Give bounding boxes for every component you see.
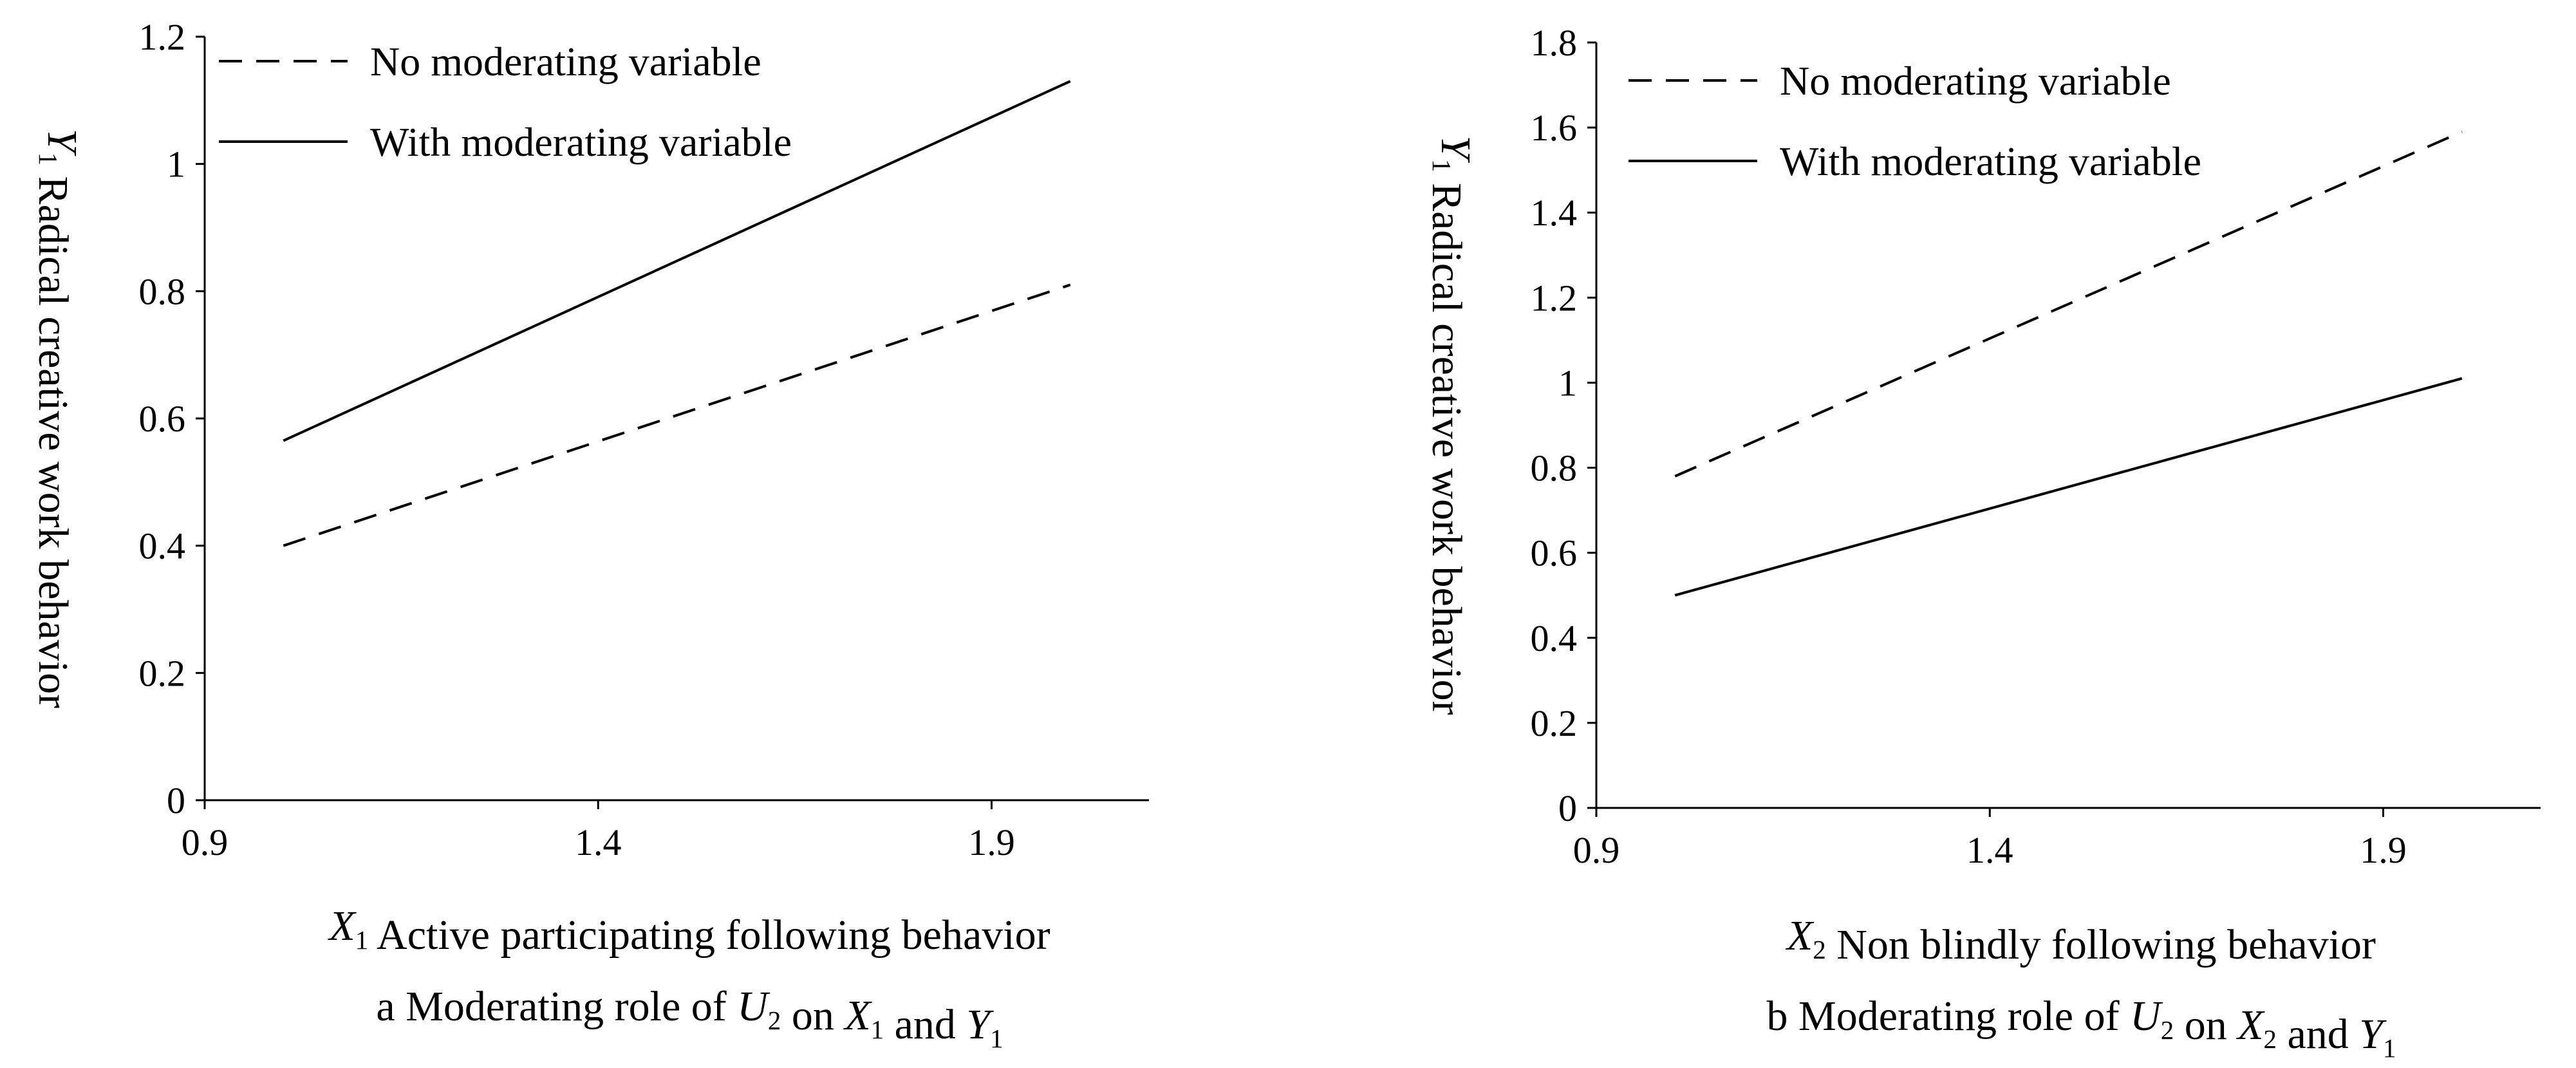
- legend-label: No moderating variable: [370, 39, 761, 84]
- y-axis-title: Y1 Radical creative work behavior: [30, 129, 86, 708]
- x-tick-label: 1.9: [968, 821, 1015, 863]
- y-tick-label: 0.6: [1531, 532, 1578, 574]
- y-tick-label: 0.8: [139, 270, 186, 312]
- chart-caption: a Moderating role of U2 on X1 and Y1: [376, 983, 1003, 1053]
- legend-label: No moderating variable: [1780, 58, 2171, 104]
- x-tick-label: 1.4: [1966, 829, 2013, 871]
- y-tick-label: 1.8: [1531, 22, 1578, 64]
- y-tick-label: 0.8: [1531, 447, 1578, 489]
- y-axis-title: Y1 Radical creative work behavior: [1423, 135, 1479, 715]
- y-tick-label: 1.2: [139, 16, 186, 58]
- x-tick-label: 1.4: [575, 821, 622, 863]
- chart-caption: b Moderating role of U2 on X2 and Y1: [1767, 993, 2396, 1063]
- x-tick-label: 1.9: [2360, 829, 2407, 871]
- y-tick-label: 0.4: [139, 525, 186, 567]
- series-line-no-moderating: [1674, 130, 2463, 478]
- y-tick-label: 0.2: [1531, 702, 1578, 744]
- y-tick-label: 1.6: [1531, 107, 1578, 149]
- y-tick-label: 0: [167, 780, 185, 821]
- legend-label: With moderating variable: [1780, 138, 2201, 184]
- x-tick-label: 0.9: [182, 821, 229, 863]
- y-tick-label: 0.6: [139, 398, 186, 440]
- chart-b: 0 0.2 0.4 0.6 0.8 1 1.2 1.4 1.6 1.8 0.9 1.4 1.9 No mo…: [1423, 22, 2541, 1063]
- y-tick-label: 0: [1558, 787, 1577, 829]
- legend-label: With moderating variable: [370, 119, 792, 165]
- x-axis-title: X2 Non blindly following behavior: [1785, 912, 2376, 968]
- y-tick-label: 1.4: [1531, 192, 1578, 234]
- y-tick-label: 0.4: [1531, 617, 1578, 659]
- x-axis-title: X1 Active participating following behavi…: [327, 903, 1050, 959]
- series-line-with-moderating: [283, 80, 1071, 442]
- series-line-no-moderating: [283, 283, 1071, 547]
- chart-a: 0 0.2 0.4 0.6 0.8 1 1.2 0.9 1.4 1.9 No moderating …: [30, 16, 1149, 1053]
- x-tick-label: 0.9: [1573, 829, 1620, 871]
- y-tick-label: 0.2: [139, 652, 186, 694]
- y-tick-label: 1: [1558, 362, 1577, 404]
- y-tick-label: 1: [167, 144, 185, 185]
- series-line-with-moderating: [1674, 377, 2463, 597]
- y-tick-label: 1.2: [1531, 277, 1578, 319]
